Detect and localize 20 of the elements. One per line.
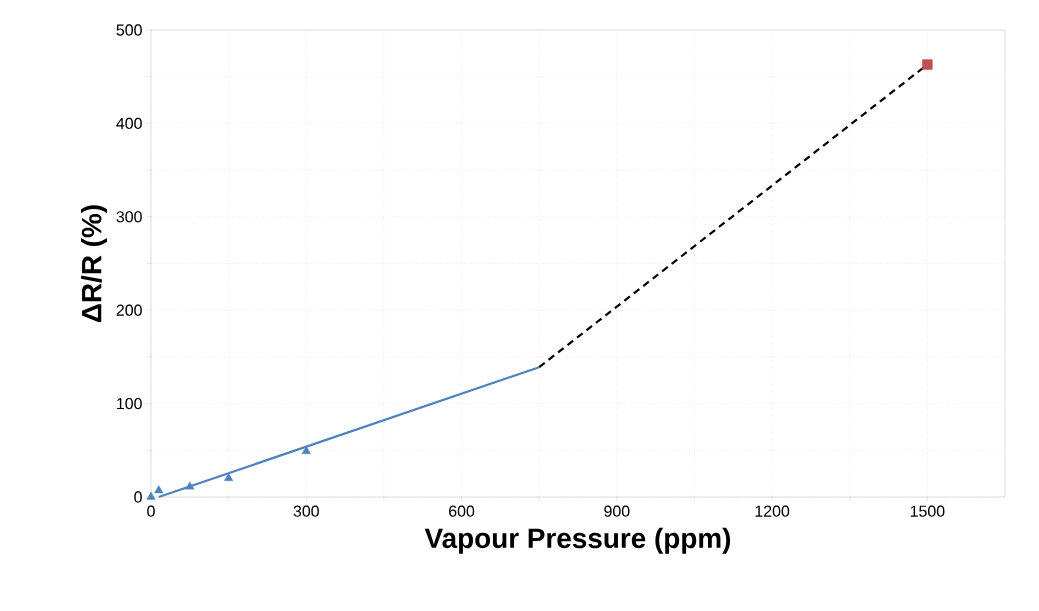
point: [301, 446, 311, 454]
y-tick-label: 0: [134, 491, 142, 503]
y-tick-label: 200: [116, 304, 142, 316]
point: [922, 59, 933, 70]
point: [185, 481, 195, 490]
x-tick-label: 300: [293, 505, 319, 517]
y-tick-label: 400: [116, 117, 142, 130]
y-tick-label: 300: [116, 211, 142, 223]
point: [224, 473, 234, 482]
y-tick-label: 500: [116, 24, 142, 36]
point: [154, 485, 164, 494]
x-tick-label: 900: [604, 505, 630, 517]
x-tick-label: 0: [147, 505, 155, 517]
x-tick-label: 1500: [910, 505, 945, 517]
y-axis-title: ΔR/R (%): [81, 205, 108, 322]
x-tick-label: 1200: [755, 505, 790, 517]
x-axis-title: Vapour Pressure (ppm): [424, 527, 731, 554]
y-tick-label: 100: [117, 397, 142, 410]
x-tick-label: 600: [449, 505, 475, 517]
point: [146, 491, 156, 500]
